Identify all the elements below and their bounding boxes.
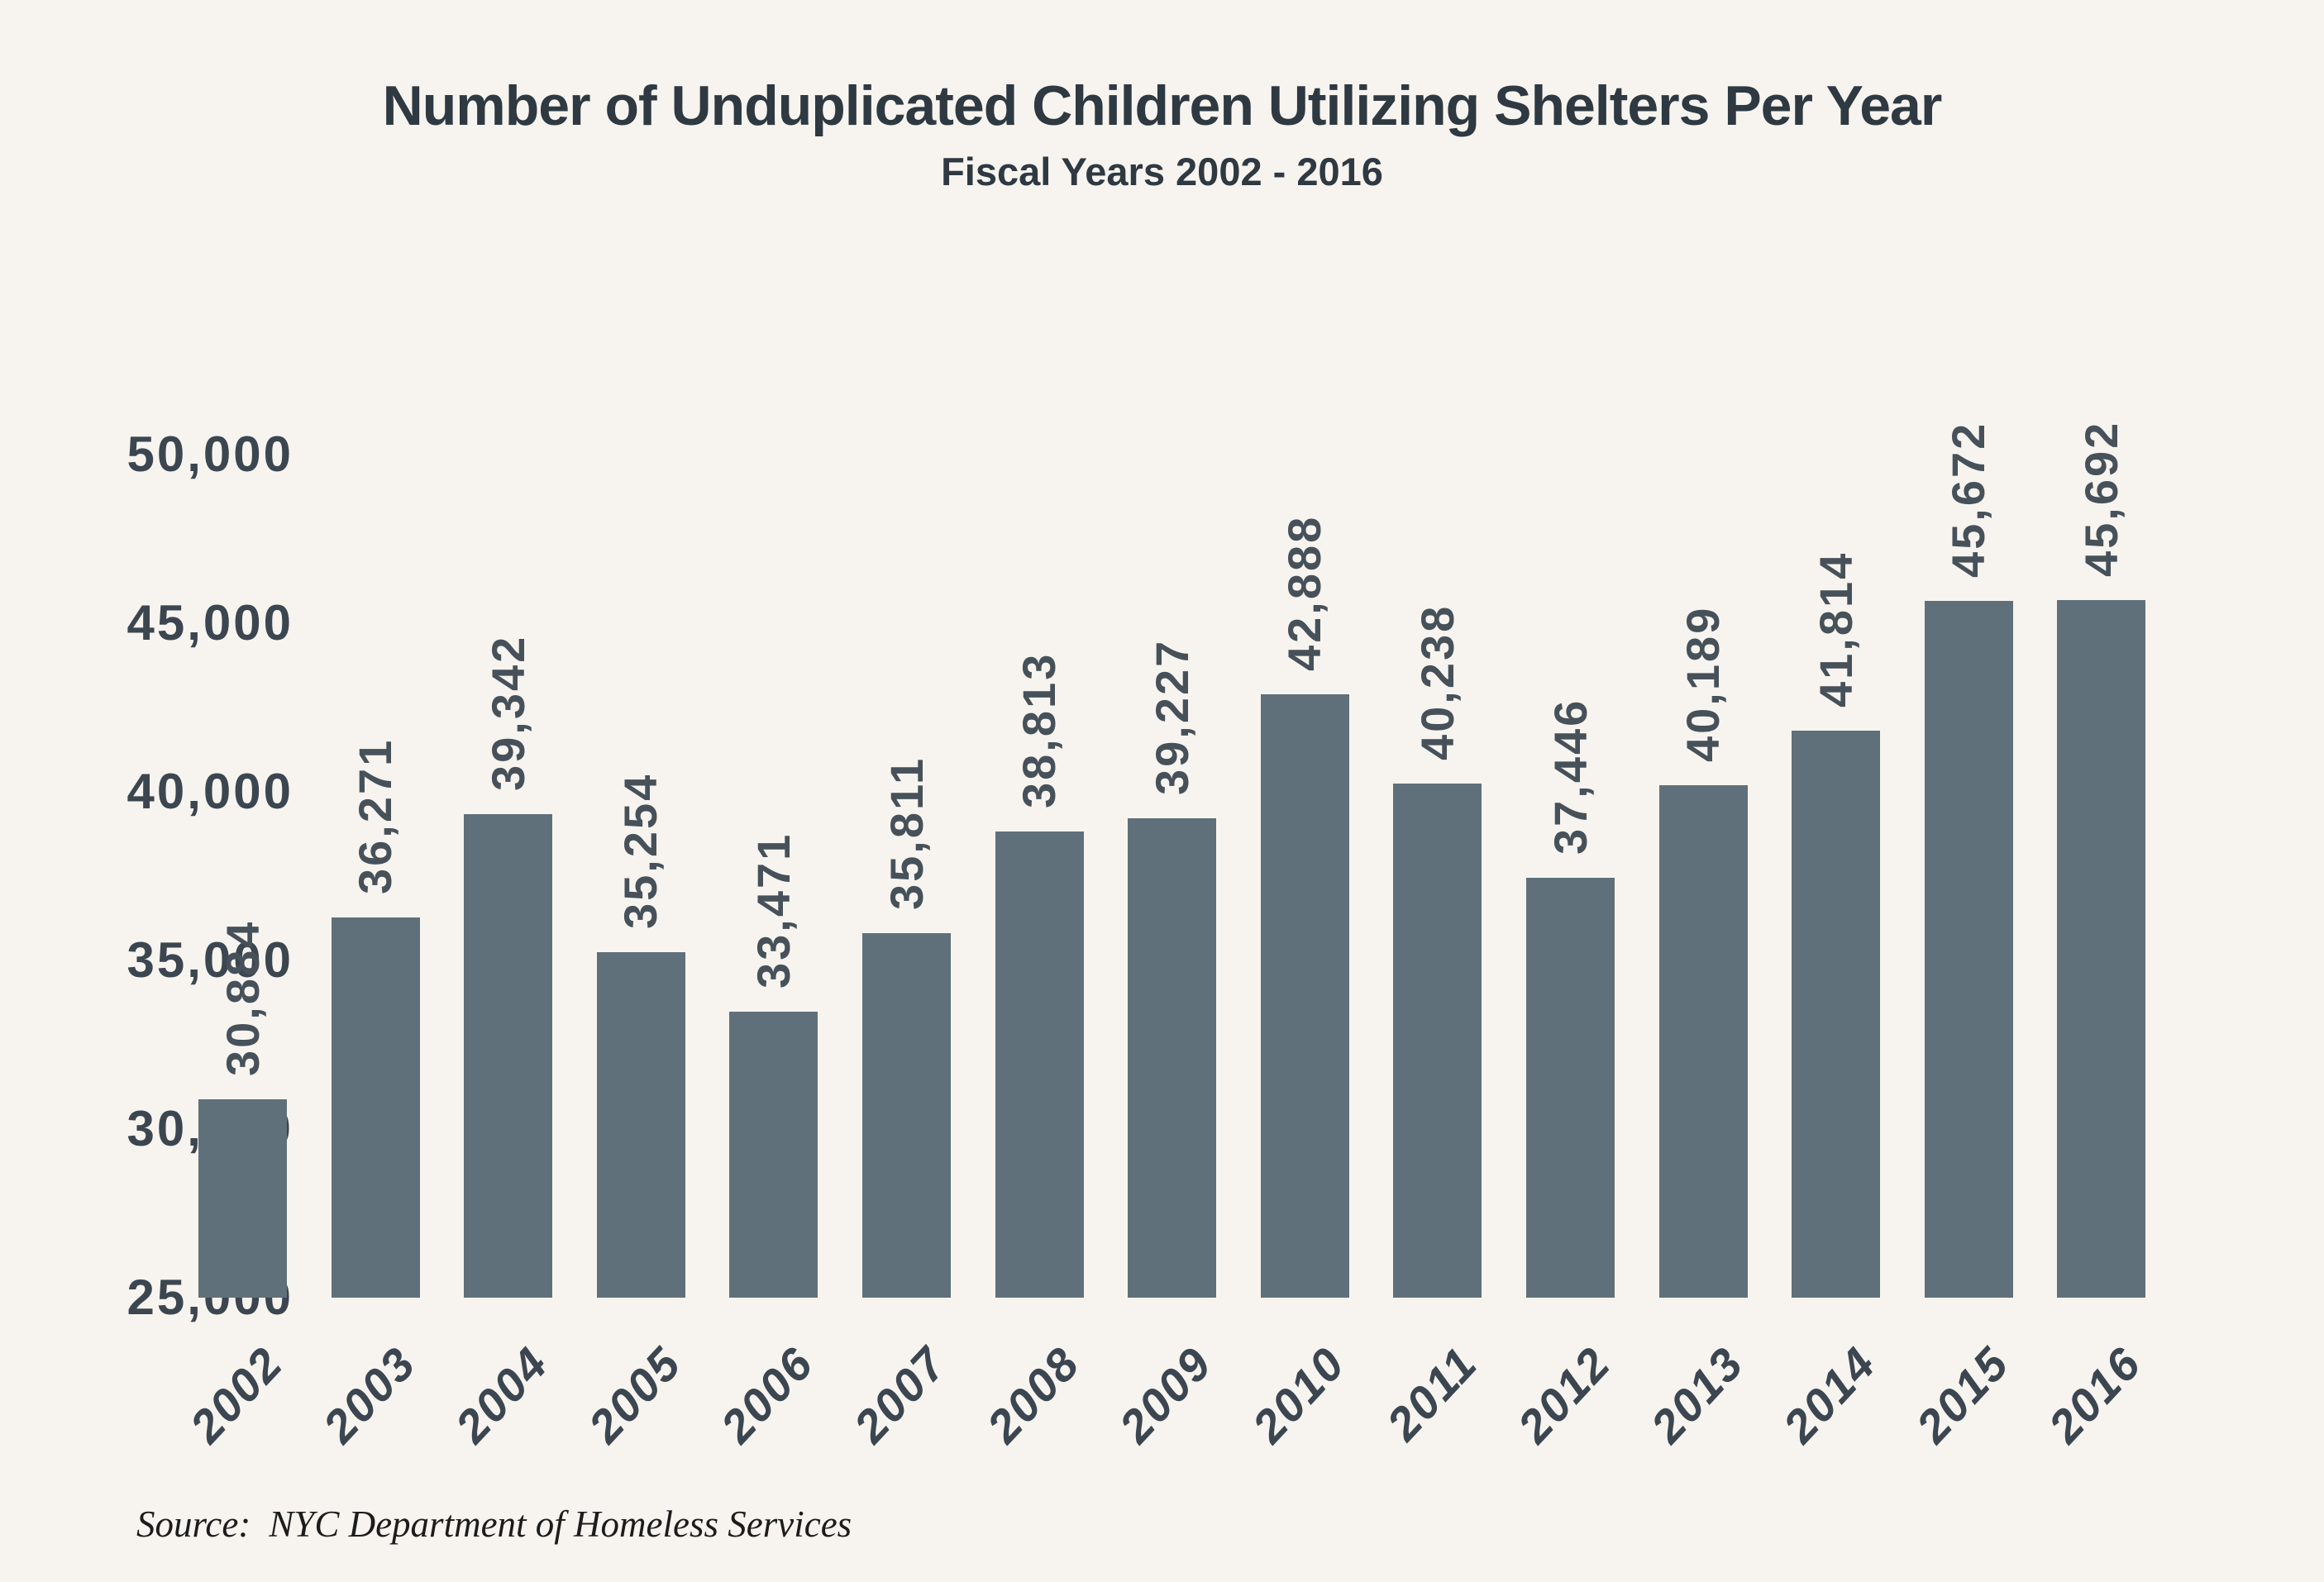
bar [1658,785,1748,1298]
bar [2057,599,2146,1298]
bar-value-label: 45,692 [2074,420,2127,577]
bar [1260,694,1349,1298]
bar [995,832,1084,1298]
x-axis-year-label: 2007 [843,1337,957,1453]
x-axis-year-label: 2013 [1639,1337,1754,1453]
bar-value-label: 35,811 [880,755,933,910]
bar-value-label: 30,884 [216,919,269,1076]
x-axis-year-label: 2004 [445,1337,559,1453]
y-axis-tick-label: 50,000 [126,426,293,482]
bar-value-label: 40,238 [1410,604,1463,761]
y-axis-tick-label: 35,000 [126,932,293,988]
x-axis-year-label: 2003 [312,1337,426,1453]
bar-value-label: 41,814 [1809,550,1862,708]
x-axis-year-label: 2006 [710,1337,824,1453]
x-axis-year-label: 2010 [1242,1337,1355,1453]
source-prefix: Source: [136,1503,251,1545]
source-text: NYC Department of Homeless Services [269,1503,852,1545]
bar [1792,730,1881,1298]
x-axis-year-label: 2012 [1507,1337,1620,1453]
bar [1924,600,2013,1298]
bar [1393,784,1482,1298]
bar-value-label: 45,672 [1942,421,1995,578]
x-axis-year-label: 2015 [1906,1337,2019,1453]
y-axis-tick-label: 40,000 [126,764,293,819]
bar-value-label: 39,227 [1145,638,1198,795]
bar [729,1012,818,1298]
chart-title: Number of Unduplicated Children Utilizin… [382,74,1943,137]
bar-value-label: 40,189 [1677,606,1730,763]
x-axis-year-label: 2016 [2038,1337,2152,1453]
chart-subtitle: Fiscal Years 2002 - 2016 [941,150,1383,193]
bar [198,1098,287,1298]
bar [1526,878,1615,1298]
x-axis-year-label: 2002 [179,1337,293,1453]
bar [862,932,951,1298]
x-axis-year-label: 2009 [1109,1337,1223,1453]
bar-value-label: 39,342 [481,634,534,791]
x-axis-year-label: 2011 [1377,1337,1488,1451]
bar [596,951,685,1298]
x-axis-year-label: 2014 [1773,1337,1887,1453]
bar [1128,817,1217,1298]
bar [464,813,553,1298]
x-axis-year-label: 2005 [578,1337,691,1453]
bar-value-label: 42,888 [1278,514,1331,672]
bar-value-label: 33,471 [747,832,799,989]
bar-value-label: 36,271 [349,737,402,895]
bar-value-label: 35,254 [614,772,667,929]
bar [331,917,420,1298]
y-axis-tick-label: 45,000 [126,595,293,650]
source-note: Source: NYC Department of Homeless Servic… [136,1503,852,1546]
bar-value-label: 37,446 [1544,698,1596,855]
bar-value-label: 38,813 [1013,652,1066,809]
x-axis-year-label: 2008 [976,1337,1090,1453]
